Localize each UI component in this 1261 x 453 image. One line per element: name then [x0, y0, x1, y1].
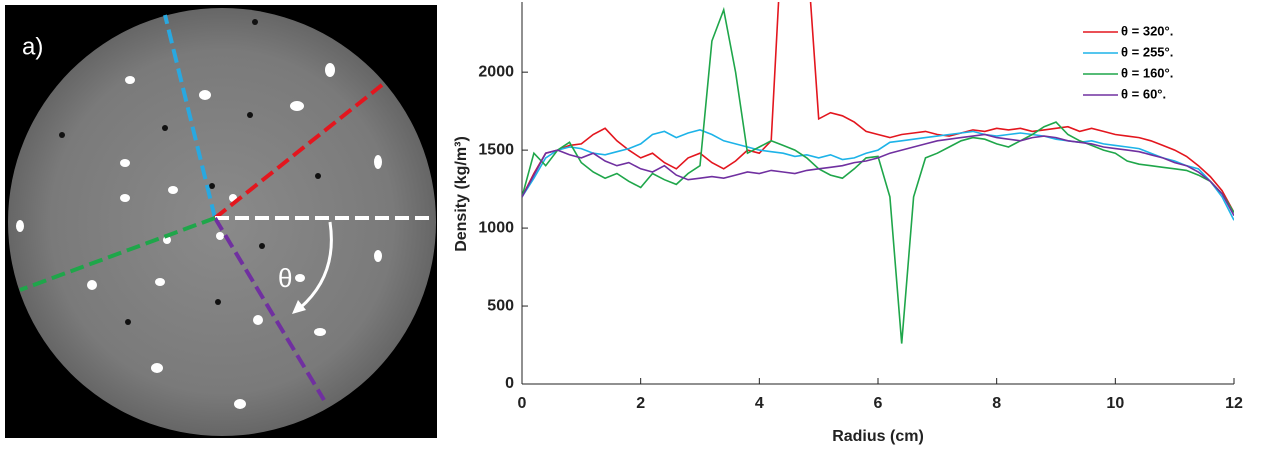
x-tick-label: 8 [992, 395, 1001, 412]
bright-spots [16, 63, 382, 409]
y-tick-label: 500 [487, 297, 514, 314]
dark-spots [59, 19, 321, 325]
x-tick-label: 0 [518, 395, 527, 412]
y-tick-label: 1000 [478, 219, 514, 236]
angle-label: θ [278, 263, 292, 293]
legend-label: θ = 60°. [1121, 86, 1166, 101]
angle-arrow [299, 221, 333, 310]
series-line [522, 6, 1234, 344]
legend-label: θ = 160°. [1121, 65, 1173, 80]
legend-label: θ = 320°. [1121, 23, 1173, 38]
y-tick-label: 1500 [478, 141, 514, 158]
y-tick-label: 0 [505, 375, 514, 392]
arrow-head [292, 300, 306, 314]
series-line [522, 129, 1234, 221]
y-tick-label: 2000 [478, 63, 514, 80]
x-tick-label: 12 [1225, 395, 1243, 412]
ct-image: a) θ [5, 5, 437, 438]
profile-lines [19, 14, 430, 402]
sample-disk [8, 8, 436, 436]
x-tick-label: 2 [636, 395, 645, 412]
panel-label: a) [22, 33, 43, 60]
x-tick-label: 6 [874, 395, 883, 412]
series-line [522, 2, 1234, 213]
y-axis-title: Density (kg/m³) [453, 136, 470, 252]
x-tick-label: 4 [755, 395, 764, 412]
x-axis-title: Radius (cm) [832, 428, 924, 445]
legend-label: θ = 255°. [1121, 44, 1173, 59]
plot-area [522, 2, 1234, 344]
series-line [522, 133, 1234, 216]
x-tick-label: 10 [1106, 395, 1124, 412]
